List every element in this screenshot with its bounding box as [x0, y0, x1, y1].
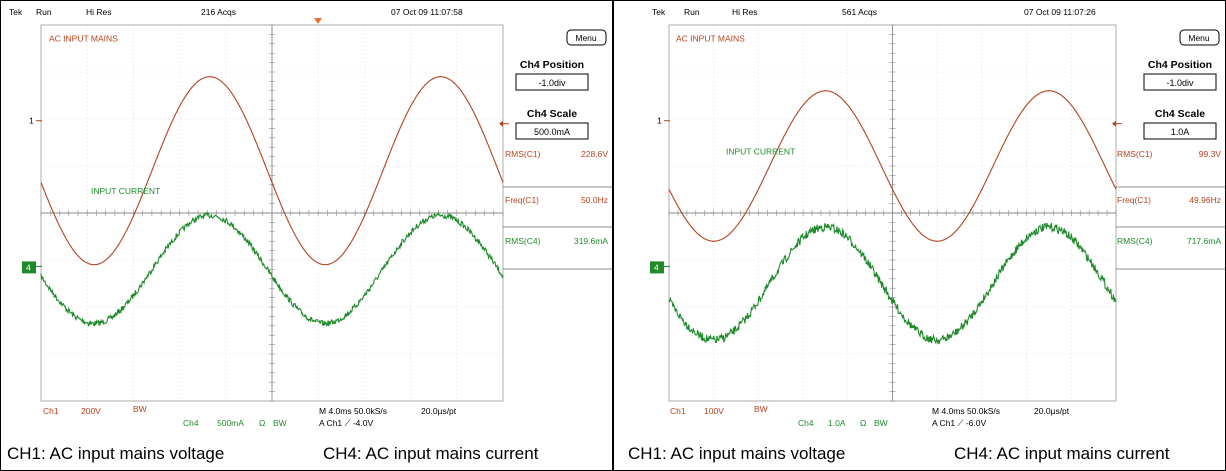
- position-value: -1.0div: [538, 78, 566, 88]
- ch1-ground-marker[interactable]: 1: [29, 116, 42, 126]
- measurement-label: Freq(C1): [505, 195, 539, 205]
- scale-value-box[interactable]: [515, 122, 589, 140]
- grid: [668, 24, 1117, 402]
- scope-panel-right: Tek Run Hi Res 561 Acqs 07 Oct 09 11:07:…: [613, 0, 1226, 471]
- acquisition-count: 216 Acqs: [201, 7, 236, 17]
- measurement-value: 717.6mA: [1187, 236, 1221, 246]
- ch1-ground-marker[interactable]: 1: [657, 116, 670, 126]
- ch1-marker-label: 1: [29, 116, 34, 126]
- caption-ch1: CH1: AC input mains voltage: [7, 444, 225, 463]
- measurement-label: RMS(C1): [1117, 149, 1153, 159]
- resolution-readout: 20.0µs/pt: [1034, 406, 1070, 416]
- ch4-ground-marker[interactable]: 4: [22, 261, 42, 274]
- waveforms: [668, 90, 1117, 345]
- scope-panel-left: Tek Run Hi Res 216 Acqs 07 Oct 09 11:07:…: [0, 0, 613, 471]
- measurement-value: 319.6mA: [574, 236, 608, 246]
- ch4-scale: 1.0A: [828, 418, 846, 428]
- menu-button[interactable]: Menu: [566, 29, 607, 46]
- ch4-ohm-badge: Ω: [259, 418, 265, 428]
- ch4-marker-label: 4: [654, 262, 659, 272]
- measurement-value: 50.0Hz: [581, 195, 608, 205]
- timebase-readout: M 4.0ms 50.0kS/s: [319, 406, 387, 416]
- ch4-ohm-badge: Ω: [860, 418, 866, 428]
- ch1-trace-label: AC INPUT MAINS: [49, 33, 118, 43]
- scale-title: Ch4 Scale: [527, 108, 577, 120]
- menu-button-label[interactable]: Menu: [575, 33, 597, 43]
- ch4-marker-label: 4: [26, 262, 31, 272]
- ch1-trace-label: AC INPUT MAINS: [676, 33, 745, 43]
- waveforms: [40, 76, 504, 328]
- trigger-readout: A Ch1 ⟋ -6.0V: [932, 418, 986, 428]
- ch4-current-trace: [668, 222, 1117, 345]
- scale-value: 1.0A: [1171, 127, 1190, 137]
- run-status: Run: [36, 7, 52, 17]
- ch4-current-trace: [40, 211, 504, 328]
- ch1-footer-label: Ch1: [670, 406, 686, 416]
- ch4-bw-badge: BW: [273, 418, 287, 428]
- oscilloscope-screen-left: Tek Run Hi Res 216 Acqs 07 Oct 09 11:07:…: [9, 7, 612, 428]
- ch1-scale: 200V: [81, 406, 101, 416]
- acquisition-mode: Hi Res: [732, 7, 758, 17]
- measurement-label: RMS(C4): [505, 236, 541, 246]
- measurement-value: 228.6V: [581, 149, 608, 159]
- ch4-trace-label: INPUT CURRENT: [726, 146, 795, 156]
- ch1-marker-label: 1: [657, 116, 662, 126]
- resolution-readout: 20.0µs/pt: [421, 406, 457, 416]
- ch4-bw-badge: BW: [874, 418, 888, 428]
- run-status: Run: [684, 7, 700, 17]
- caption-row: CH1: AC input mains voltage CH4: AC inpu…: [614, 438, 1225, 470]
- ch4-footer-label: Ch4: [798, 418, 814, 428]
- measurement-value: 49.96Hz: [1189, 195, 1221, 205]
- ch4-ground-marker[interactable]: 4: [650, 261, 670, 274]
- trigger-position-icon: [314, 18, 322, 24]
- position-value-box[interactable]: [515, 73, 589, 91]
- scale-title: Ch4 Scale: [1155, 108, 1205, 120]
- menu-button-label[interactable]: Menu: [1188, 33, 1210, 43]
- caption-ch4: CH4: AC input mains current: [954, 444, 1170, 463]
- measurement-label: RMS(C4): [1117, 236, 1153, 246]
- caption-ch4: CH4: AC input mains current: [323, 444, 539, 463]
- datetime: 07 Oct 09 11:07:58: [391, 7, 463, 17]
- ch4-footer-label: Ch4: [183, 418, 199, 428]
- position-title: Ch4 Position: [520, 59, 584, 71]
- acquisition-mode: Hi Res: [86, 7, 112, 17]
- ch4-trace-label: INPUT CURRENT: [91, 186, 160, 196]
- ch1-voltage-trace: [668, 90, 1117, 242]
- position-value: -1.0div: [1166, 78, 1194, 88]
- ch1-footer-label: Ch1: [43, 406, 59, 416]
- ch4-scale: 500mA: [217, 418, 244, 428]
- brand-label: Tek: [652, 7, 666, 17]
- measurement-label: RMS(C1): [505, 149, 541, 159]
- ch1-bw-badge: BW: [133, 404, 147, 414]
- position-title: Ch4 Position: [1148, 59, 1212, 71]
- datetime: 07 Oct 09 11:07:26: [1024, 7, 1096, 17]
- ch1-scale: 100V: [704, 406, 724, 416]
- brand-label: Tek: [9, 7, 23, 17]
- measurement-label: Freq(C1): [1117, 195, 1151, 205]
- scale-value: 500.0mA: [534, 127, 570, 137]
- ch1-bw-badge: BW: [754, 404, 768, 414]
- trigger-level-icon[interactable]: [1112, 120, 1122, 127]
- timebase-readout: M 4.0ms 50.0kS/s: [932, 406, 1000, 416]
- grid: [40, 24, 504, 402]
- caption-row: CH1: AC input mains voltage CH4: AC inpu…: [1, 438, 612, 470]
- position-value-box[interactable]: [1143, 73, 1217, 91]
- trigger-level-icon[interactable]: [499, 120, 509, 127]
- ch1-voltage-trace: [40, 76, 504, 266]
- caption-ch1: CH1: AC input mains voltage: [628, 444, 846, 463]
- menu-button[interactable]: Menu: [1179, 29, 1220, 46]
- trigger-readout: A Ch1 ⟋ -4.0V: [319, 418, 373, 428]
- scale-value-box[interactable]: [1143, 122, 1217, 140]
- measurement-value: 99.3V: [1199, 149, 1222, 159]
- acquisition-count: 561 Acqs: [842, 7, 877, 17]
- oscilloscope-screen-right: Tek Run Hi Res 561 Acqs 07 Oct 09 11:07:…: [650, 7, 1225, 428]
